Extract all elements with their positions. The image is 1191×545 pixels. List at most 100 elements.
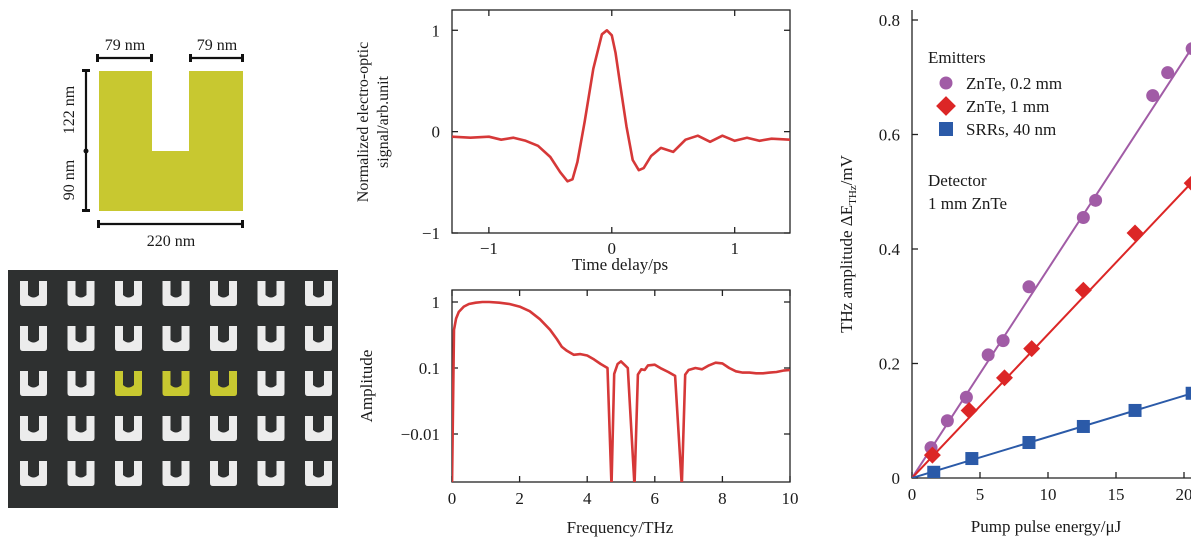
sem-srr-element [257,326,285,351]
sem-srr-element [115,281,142,306]
time-y-tick-label: 0 [432,123,441,142]
time-signal-line [452,29,790,183]
sem-srr-element [20,416,47,441]
spectrum-plot-ticks: 0 2 4 6 8 10 1 0.1 −0.01 [401,290,799,508]
sem-srr-element [67,281,95,306]
spectrum-x-tick-label: 6 [651,489,660,508]
amplitude-ylabel-main: THz amplitude ΔE [837,205,856,333]
sem-srr-element [305,281,332,306]
data-point-znte-02mm [996,334,1010,348]
spectrum-plot-ylabel: Amplitude [357,350,376,423]
sem-srr-element [257,461,285,486]
data-point-srrs [1128,403,1142,417]
amplitude-x-tick-label: 0 [908,485,917,504]
time-domain-plot: −1 0 1 −1 0 1 Time delay/ps Normalized electr… [355,9,791,274]
spectrum-x-tick-label: 0 [448,489,457,508]
spectrum-plot-xlabel: Frequency/THz [567,518,674,537]
amplitude-y-tick-label: 0.4 [879,240,901,259]
amplitude-plot-ylabel: THz amplitude ΔETHz/mV [837,154,859,333]
data-point-znte-02mm [1185,42,1191,56]
data-point-znte-1mm [1126,224,1144,242]
fit-line-square [912,392,1191,478]
amplitude-markers [923,42,1191,478]
sem-srr-element [305,371,332,396]
legend-label-znte-1mm: ZnTe, 1 mm [966,97,1049,116]
amplitude-ylabel-unit: /mV [837,154,856,185]
amplitude-plot-xlabel: Pump pulse energy/μJ [971,517,1122,536]
sem-srr-element [210,281,237,306]
time-plot-ylabel-line1: Normalized electro-optic [355,42,372,202]
sem-srr-element [115,326,142,351]
spectrum-y-tick-label: 0.1 [419,359,440,378]
data-point-znte-1mm [923,446,941,464]
sem-srr-element [20,371,47,396]
sem-srr-element [115,461,142,486]
spectrum-line [452,300,790,482]
sem-srr-element [257,416,285,441]
sem-srr-element [257,371,285,396]
amplitude-y-tick-label: 0.2 [879,355,900,374]
data-point-znte-02mm [1161,66,1175,80]
sem-srr-highlighted [210,371,237,396]
spectrum-x-tick-label: 4 [583,489,592,508]
data-point-znte-02mm [940,414,954,428]
sem-srr-highlighted [162,371,190,396]
srr-u-shape [99,71,243,211]
amplitude-plot: 0 5 10 15 20 0 0.2 0.4 0.6 0.8 Pump pulse energy/… [837,10,1191,536]
data-point-znte-1mm [995,369,1013,387]
data-point-srrs [1076,419,1090,433]
time-plot-ylabel-line2: signal/arb.unit [375,75,392,168]
dim-label-bottom: 220 nm [147,233,196,250]
data-point-znte-02mm [1076,211,1090,225]
amplitude-x-tick-label: 15 [1108,485,1125,504]
time-x-tick-label: 0 [608,239,617,258]
legend-marker-srrs [939,122,953,136]
spectrum-plot: 0 2 4 6 8 10 1 0.1 −0.01 Frequency/THz Amplitude [357,289,799,537]
data-point-znte-02mm [1089,193,1103,207]
spectrum-x-tick-label: 8 [718,489,727,508]
sem-srr-element [20,326,47,351]
dim-label-left-outer: 90 nm [61,159,78,200]
sem-srr-element [162,461,190,486]
sem-srr-element [67,371,95,396]
data-point-znte-02mm [981,348,995,362]
detector-label-line2: 1 mm ZnTe [928,194,1007,213]
legend-label-srrs: SRRs, 40 nm [966,120,1056,139]
time-x-tick-label: −1 [480,239,498,258]
amplitude-y-tick-label: 0.6 [879,126,900,145]
sem-image [8,270,338,508]
spectrum-x-tick-label: 2 [515,489,524,508]
sem-srr-element [305,416,332,441]
sem-srr-element [67,326,95,351]
time-plot-xlabel: Time delay/ps [572,255,668,274]
amplitude-y-tick-label: 0.8 [879,11,900,30]
sem-srr-highlighted [115,371,142,396]
sem-srr-element [210,461,237,486]
data-point-znte-1mm [1074,281,1092,299]
amplitude-x-tick-label: 5 [976,485,985,504]
time-y-tick-label: −1 [422,224,440,243]
srr-schematic: 79 nm 79 nm 122 nm 90 nm 220 nm [61,37,244,250]
legend-marker-znte-1mm [936,96,956,116]
amplitude-legend: Emitters ZnTe, 0.2 mm ZnTe, 1 mm SRRs, 4… [928,48,1062,139]
sem-srr-element [210,326,237,351]
sem-srr-element [162,416,190,441]
sem-srr-element [20,281,47,306]
data-point-srrs [1022,436,1036,450]
sem-srr-element [162,281,190,306]
legend-marker-zntе-02 [939,76,953,90]
amplitude-fit-lines [912,47,1191,478]
dim-label-left-inner: 122 nm [61,85,78,134]
data-point-srrs [1185,386,1191,400]
sem-srr-element [305,461,332,486]
data-point-znte-02mm [959,390,973,404]
time-x-tick-label: 1 [730,239,739,258]
legend-title: Emitters [928,48,986,67]
spectrum-y-tick-label: −0.01 [401,425,440,444]
fit-line-circle [912,47,1191,478]
spectrum-x-tick-label: 10 [782,489,799,508]
sem-srr-element [257,281,285,306]
time-y-tick-label: 1 [432,21,441,40]
time-plot-frame [451,9,791,234]
